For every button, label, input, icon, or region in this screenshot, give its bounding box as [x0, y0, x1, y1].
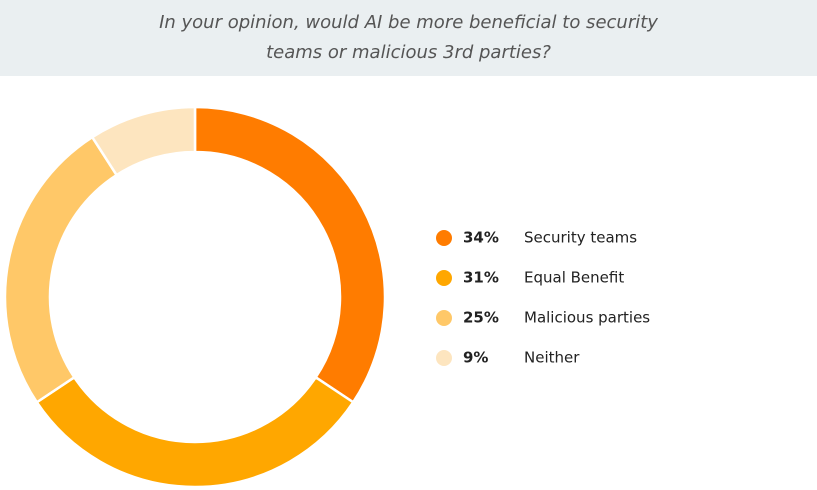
chart-title: In your opinion, would AI be more benefi…: [159, 12, 658, 63]
legend-value: 9%: [463, 349, 488, 367]
legend-value: 34%: [463, 229, 499, 247]
legend-label: Security teams: [524, 229, 637, 247]
legend-swatch: [436, 270, 452, 286]
legend-swatch: [436, 350, 452, 366]
donut-segment: [193, 105, 387, 404]
legend-swatch: [436, 310, 452, 326]
donut-segment: [35, 375, 355, 489]
legend-swatch: [436, 230, 452, 246]
legend-value: 25%: [463, 309, 499, 327]
legend-value: 31%: [463, 269, 499, 287]
legend-label: Neither: [524, 349, 580, 367]
legend-label: Equal Benefit: [524, 269, 624, 287]
legend-label: Malicious parties: [524, 309, 650, 327]
header-band: In your opinion, would AI be more benefi…: [0, 0, 817, 76]
donut-segment: [90, 105, 197, 177]
donut-segment: [3, 135, 119, 404]
